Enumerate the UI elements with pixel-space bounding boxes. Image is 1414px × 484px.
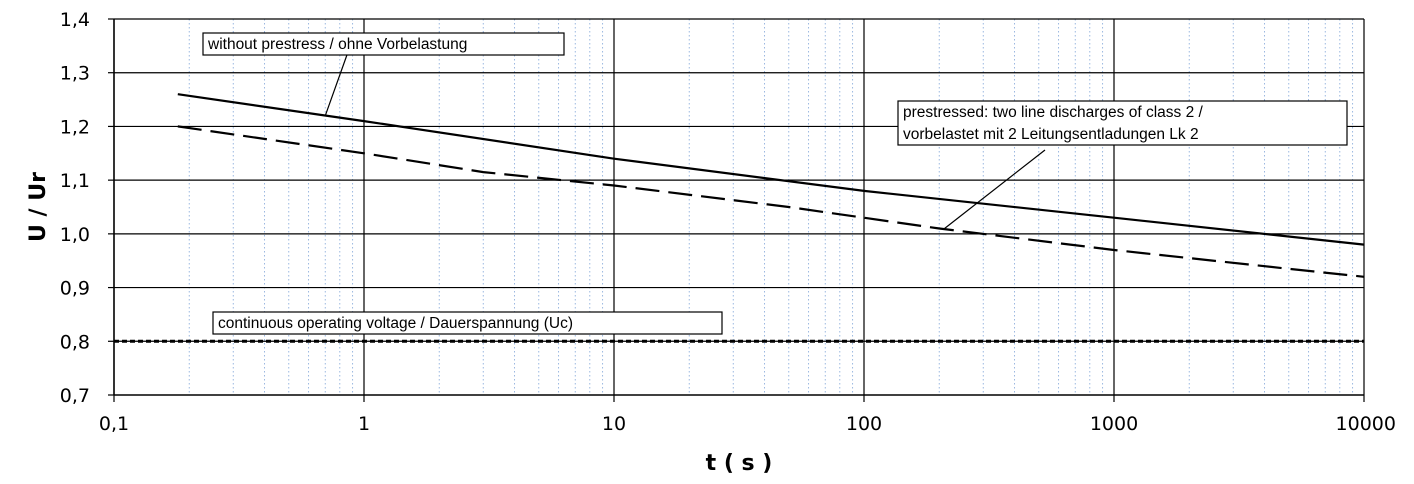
annotation-label: prestressed: two line discharges of clas… — [903, 104, 1203, 121]
y-tick-label: 1,4 — [60, 9, 90, 31]
x-tick-label: 10 — [602, 413, 626, 435]
tick-labels: 0,1 1 10 100 1000 10000 0,7 0,8 0,9 1,0 1,1 1,2 1,3 1… — [60, 9, 1396, 435]
annotation-layer: without prestress / ohne Vorbelastung pre… — [202, 32, 1348, 335]
x-tick-label: 0,1 — [99, 413, 129, 435]
x-tick-label: 1000 — [1090, 413, 1138, 435]
y-tick-label: 1,1 — [60, 170, 90, 192]
annotation-label: vorbelastet mit 2 Leitungsentladungen Lk… — [903, 126, 1199, 143]
annotation-leader-line — [944, 149, 1046, 229]
x-tick-label: 1 — [358, 413, 370, 435]
annotation-box — [897, 100, 1348, 146]
plot-area — [114, 19, 1364, 395]
x-tick-label: 100 — [846, 413, 882, 435]
y-tick-label: 1,3 — [60, 63, 90, 85]
series-line-without-prestress — [177, 93, 1365, 246]
annotation-leader-line — [324, 51, 349, 116]
annotation-label: without prestress / ohne Vorbelastung — [207, 36, 467, 53]
x-axis-title: t ( s ) — [706, 451, 773, 476]
annotation-box — [212, 311, 723, 335]
annotation-label: continuous operating voltage / Dauerspan… — [218, 315, 573, 332]
series-line-prestressed — [177, 125, 1365, 278]
y-tick-label: 1,2 — [60, 116, 90, 138]
axes — [113, 19, 1364, 396]
x-tick-label: 10000 — [1336, 413, 1396, 435]
y-axis-title: U / Ur — [26, 172, 51, 242]
y-tick-label: 0,8 — [60, 331, 90, 353]
y-tick-label: 0,7 — [60, 385, 90, 407]
annotation-box — [202, 32, 565, 56]
series-layer — [114, 93, 1365, 343]
y-tick-label: 0,9 — [60, 278, 90, 300]
y-tick-label: 1,0 — [60, 224, 90, 246]
